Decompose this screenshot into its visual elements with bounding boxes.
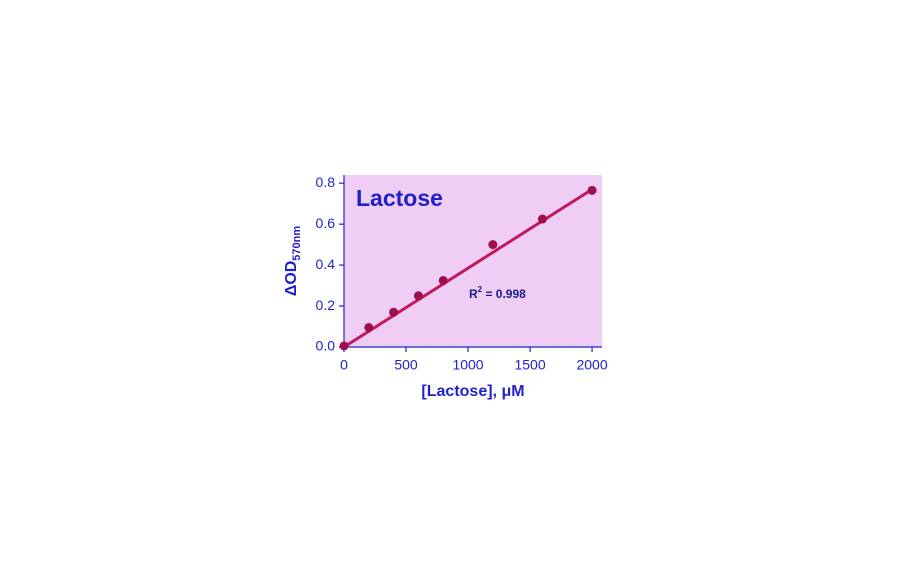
fit-line [343, 188, 593, 349]
data-point [537, 214, 547, 224]
data-point [364, 323, 374, 333]
y-axis-label-sub: 570nm [291, 226, 303, 261]
annotation-main: R [469, 287, 478, 301]
data-point [389, 307, 399, 317]
x-tick-label: 0 [340, 357, 348, 373]
x-axis-label: [Lactose], μM [421, 383, 524, 400]
data-point [488, 240, 498, 250]
annotation-sup: 2 [478, 285, 483, 294]
y-axis-label: ΔOD570nm [283, 226, 303, 297]
data-point [413, 291, 423, 301]
x-tick-label: 2000 [576, 357, 607, 373]
y-tick-label: 0.4 [316, 256, 336, 272]
y-tick-label: 0.2 [316, 297, 336, 313]
chart-title: Lactose [356, 185, 443, 211]
y-tick-label: 0.8 [316, 174, 336, 190]
data-point [587, 185, 597, 195]
y-tick-label: 0.6 [316, 215, 336, 231]
x-tick-label: 1500 [514, 357, 545, 373]
data-point [339, 341, 349, 351]
x-tick-label: 500 [394, 357, 418, 373]
data-point [438, 275, 448, 285]
annotation-rest: = 0.998 [482, 287, 526, 301]
y-tick-label: 0.0 [316, 338, 336, 354]
y-axis-label-main: ΔOD [283, 261, 300, 297]
x-tick-label: 1000 [452, 357, 483, 373]
annotation: R2 = 0.998 [469, 285, 526, 301]
